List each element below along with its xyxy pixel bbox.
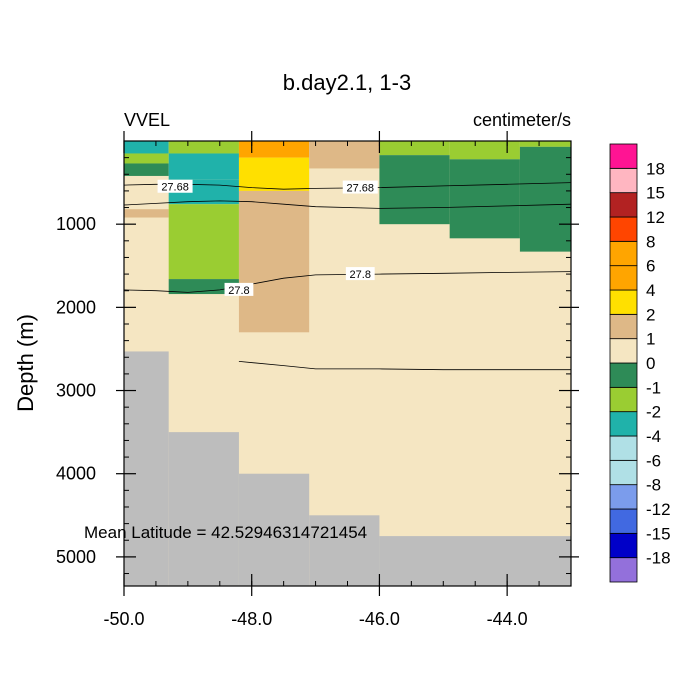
colorbar-label: 0: [646, 354, 655, 373]
colorbar-label: -4: [646, 427, 661, 446]
colorbar-label: -2: [646, 403, 661, 422]
colorbar-label: -1: [646, 378, 661, 397]
y-axis-label: Depth (m): [13, 314, 38, 412]
heatmap-cell: [519, 146, 571, 252]
heatmap-cell: [309, 141, 380, 169]
contour-label-background: [157, 179, 193, 193]
contour-label: 27.8: [228, 285, 249, 297]
colorbar-swatch: [609, 484, 638, 510]
contour-label-background: [224, 282, 254, 296]
colorbar-swatch: [609, 313, 638, 340]
heatmap-cell: [309, 515, 380, 586]
colorbar-label: 8: [646, 232, 655, 251]
y-tick-label: 1000: [56, 214, 96, 234]
colorbar-swatch: [609, 411, 638, 437]
heatmap-cell: [449, 141, 520, 160]
colorbar-label: -18: [646, 549, 671, 568]
colorbar-swatch: [609, 167, 638, 194]
contour-line: [123, 200, 572, 209]
heatmap-cell: [124, 153, 169, 164]
contour-label: 27.8: [350, 269, 371, 281]
colorbar-swatch: [609, 362, 638, 388]
heatmap-cell: [168, 153, 239, 180]
contour-label-background: [345, 267, 375, 281]
colorbar-swatch: [609, 143, 638, 169]
heatmap-cell: [124, 141, 169, 154]
heatmap-cell: [449, 159, 520, 239]
colorbar-swatch: [609, 265, 638, 291]
colorbar-label: 6: [646, 257, 655, 276]
colorbar-swatch: [609, 240, 638, 267]
x-tick-label: -50.0: [103, 609, 144, 629]
heatmap-cell: [519, 141, 571, 147]
axes: -50.0 -48.0 -46.0 -44.0 1000 2000 3000 4000 5000: [56, 131, 579, 629]
x-tick-label: -44.0: [487, 609, 528, 629]
colorbar-swatch: [609, 508, 638, 534]
y-tick-label: 5000: [56, 547, 96, 567]
colorbar-swatch: [609, 435, 638, 461]
colorbar-label: -6: [646, 451, 661, 470]
heatmap-cell: [168, 279, 239, 295]
colorbar-label: 4: [646, 281, 655, 300]
contour-label-background: [342, 180, 378, 194]
x-tick-label: -46.0: [359, 609, 400, 629]
mean-latitude-annotation: Mean Latitude = 42.52946314721454: [84, 523, 367, 542]
chart-title: b.day2.1, 1-3: [283, 70, 411, 95]
units-label: centimeter/s: [473, 110, 571, 130]
colorbar-swatch: [609, 459, 638, 486]
heatmap-cell: [379, 536, 571, 586]
heatmap-cell: [379, 141, 450, 156]
y-tick-label: 4000: [56, 464, 96, 484]
colorbar-label: 2: [646, 305, 655, 324]
variable-label: VVEL: [124, 110, 170, 130]
colorbar-label: -8: [646, 476, 661, 495]
contour-line: [238, 361, 571, 371]
heatmap-cell: [238, 157, 310, 191]
heatmap-cells: [124, 141, 571, 586]
y-tick-label: 2000: [56, 297, 96, 317]
x-tick-label: -48.0: [231, 609, 272, 629]
colorbar-swatch: [609, 557, 638, 583]
colorbar-swatch: [609, 216, 638, 242]
heatmap-cell: [168, 141, 239, 154]
heatmap-cell: [238, 473, 310, 586]
heatmap-cell: [168, 204, 239, 280]
heatmap-cell: [124, 209, 169, 218]
colorbar-label: 15: [646, 184, 665, 203]
contour-label: 27.68: [347, 183, 375, 195]
colorbar-label: 1: [646, 330, 655, 349]
y-tick-label: 3000: [56, 381, 96, 401]
heatmap-cell: [168, 432, 239, 586]
contour-line: [123, 271, 572, 293]
colorbar-swatch: [609, 532, 638, 559]
colorbar-swatch: [609, 386, 638, 413]
heatmap-cell: [238, 141, 310, 158]
heatmap-cell: [124, 351, 169, 586]
colorbar-label: 18: [646, 159, 665, 178]
heatmap-cell: [238, 190, 310, 333]
colorbar-label: -15: [646, 524, 671, 543]
contour-label: 27.68: [161, 182, 189, 194]
colorbar-swatch: [609, 192, 638, 218]
heatmap-cell: [124, 163, 169, 176]
heatmap-cell: [379, 155, 450, 225]
colorbar-swatch: [609, 338, 638, 364]
colorbar-swatch: [609, 289, 638, 315]
contour-lines: 27.68 27.68 27.8 27.8: [123, 179, 572, 371]
colorbar-label: -12: [646, 500, 671, 519]
colorbar-label: 12: [646, 208, 665, 227]
